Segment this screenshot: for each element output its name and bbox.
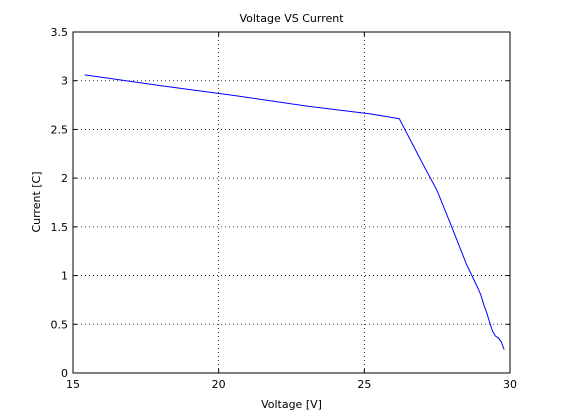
y-tick-label: 1: [61, 270, 68, 283]
grid-lines: [73, 32, 510, 373]
x-tick-label: 25: [357, 378, 371, 391]
y-tick-label: 3: [61, 75, 68, 88]
series-group: [84, 74, 505, 350]
x-tick-label: 20: [212, 378, 226, 391]
y-tick-label: 0: [61, 367, 68, 380]
x-axis-label: Voltage [V]: [261, 398, 322, 411]
axis-ticks: [72, 31, 511, 374]
y-tick-label: 0.5: [51, 318, 69, 331]
y-tick-label: 2.5: [51, 123, 69, 136]
x-tick-label: 15: [66, 378, 80, 391]
chart-title: Voltage VS Current: [239, 12, 344, 25]
y-tick-label: 2: [61, 172, 68, 185]
y-tick-label: 1.5: [51, 221, 69, 234]
plot-area: [72, 31, 511, 374]
y-tick-labels: 0 0.5 1 1.5 2 2.5 3 3.5: [51, 26, 69, 380]
x-tick-label: 30: [503, 378, 517, 391]
series-line: [84, 74, 505, 350]
x-tick-labels: 15 20 25 30: [66, 378, 517, 391]
y-tick-label: 3.5: [51, 26, 69, 39]
y-axis-label: Current [C]: [30, 171, 43, 232]
